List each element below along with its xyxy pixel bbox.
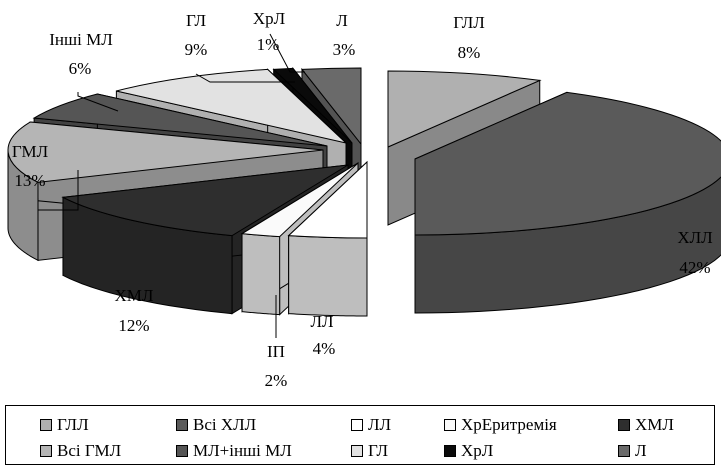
legend-swatch <box>444 445 456 457</box>
slice-ГЛЛ <box>387 70 542 148</box>
leader-line <box>269 33 305 73</box>
legend-item: ХрЛ <box>444 440 493 462</box>
legend-swatch <box>351 445 363 457</box>
slice-ХрЛ <box>272 67 353 144</box>
leader-line <box>37 170 79 211</box>
slice-percent-label: 8% <box>458 43 481 62</box>
slice-percent-label: 3% <box>333 40 356 59</box>
slice-label: ХЛЛ <box>677 228 713 247</box>
legend-item: ЛЛ <box>351 414 391 436</box>
slice-ХрЕритремія <box>240 162 359 238</box>
legend-label: ГЛ <box>368 441 389 460</box>
legend-label: Л <box>635 441 647 460</box>
slice-label: ІП <box>267 342 285 361</box>
legend-label: ХМЛ <box>635 415 674 434</box>
legend-swatch <box>176 419 188 431</box>
slice-label: Інші МЛ <box>49 30 113 49</box>
slice-ЛЛ <box>287 160 368 239</box>
legend-label: Всі ХЛЛ <box>193 415 257 434</box>
slice-percent-label: 2% <box>265 371 288 390</box>
slice-percent-label: 13% <box>14 171 45 190</box>
slice-label: ГМЛ <box>12 142 49 161</box>
slice-Всі ХЛЛ <box>414 91 721 236</box>
legend-swatch <box>618 419 630 431</box>
legend-item: ХМЛ <box>618 414 674 436</box>
slice-label: ХМЛ <box>115 286 154 305</box>
legend-swatch <box>40 419 52 431</box>
legend-swatch <box>176 445 188 457</box>
legend-swatch <box>40 445 52 457</box>
legend-item: Л <box>618 440 647 462</box>
legend-swatch <box>444 419 456 431</box>
slice-label: ГЛЛ <box>453 13 485 32</box>
legend-label: Всі ГМЛ <box>57 441 122 460</box>
slice-percent-label: 1% <box>257 35 280 54</box>
slice-percent-label: 9% <box>185 40 208 59</box>
slice-ХМЛ <box>61 164 349 237</box>
legend-item: МЛ+інші МЛ <box>176 440 292 462</box>
slice-percent-label: 12% <box>118 316 149 335</box>
slice-percent-label: 4% <box>313 339 336 358</box>
legend-label: ХрЛ <box>461 441 494 460</box>
slice-label: ГЛ <box>186 11 207 30</box>
legend-item: ХрЕритремія <box>444 414 557 436</box>
legend: ГЛЛ Всі ХЛЛ ЛЛ ХрЕритремія ХМЛ Всі ГМЛ МЛ+інші… <box>5 405 715 465</box>
legend-item: Всі ГМЛ <box>40 440 121 462</box>
slice-Л <box>300 67 362 146</box>
slice-label: Л <box>336 11 348 30</box>
legend-item: Всі ХЛЛ <box>176 414 256 436</box>
slice-percent-label: 6% <box>69 59 92 78</box>
legend-label: ЛЛ <box>368 415 392 434</box>
slice-ГЛ <box>116 68 348 144</box>
legend-item: ГЛЛ <box>40 414 89 436</box>
leader-line <box>195 73 295 83</box>
legend-label: МЛ+інші МЛ <box>193 441 292 460</box>
slice-label: ХрЛ <box>253 9 286 28</box>
legend-label: ХрЕритремія <box>461 415 557 434</box>
legend-label: ГЛЛ <box>57 415 89 434</box>
slice-Всі ГМЛ <box>7 121 324 183</box>
legend-swatch <box>618 445 630 457</box>
slice-side <box>288 235 368 317</box>
legend-swatch <box>351 419 363 431</box>
slice-percent-label: 42% <box>679 258 710 277</box>
leader-line <box>77 92 119 112</box>
leader-lines <box>37 33 305 338</box>
pie-tops <box>7 67 721 239</box>
slice-label: ЛЛ <box>310 312 334 331</box>
legend-item: ГЛ <box>351 440 388 462</box>
slice-side <box>241 233 281 316</box>
